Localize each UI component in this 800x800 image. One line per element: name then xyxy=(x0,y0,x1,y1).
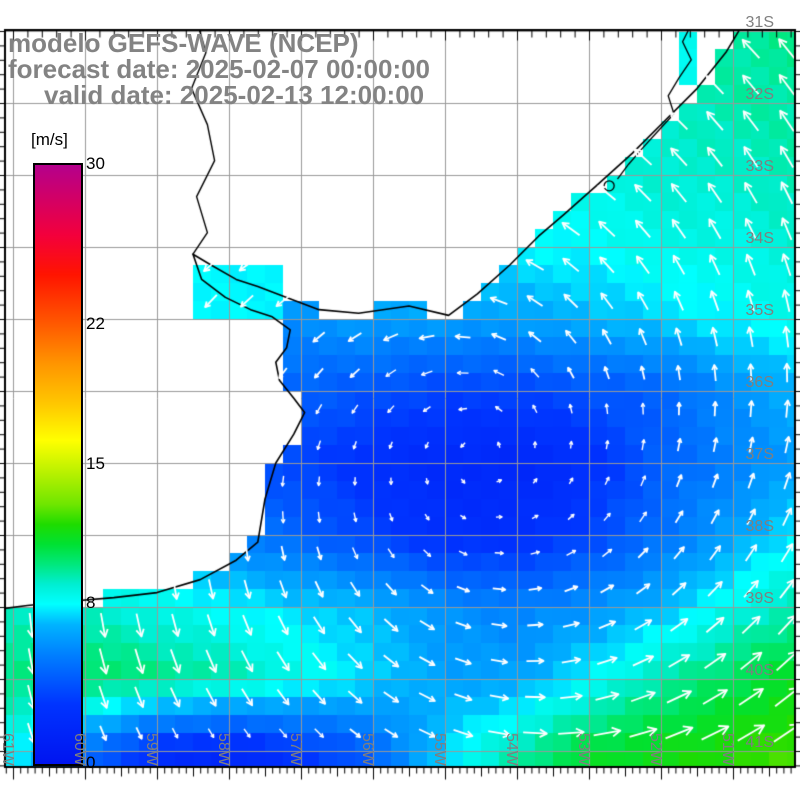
lat-axis-label: 33S xyxy=(745,158,774,175)
colorbar-tick-label: 30 xyxy=(86,154,105,173)
lat-axis-label: 39S xyxy=(745,590,774,607)
lat-axis-label: 32S xyxy=(745,86,774,103)
lat-axis-label: 36S xyxy=(745,374,774,391)
lon-axis-label: 60W xyxy=(71,733,88,766)
lon-axis-label: 55W xyxy=(431,733,448,766)
colorbar-tick-label: 22 xyxy=(86,313,105,333)
lon-axis-label: 61W xyxy=(0,733,16,766)
lon-axis-label: 52W xyxy=(647,733,664,766)
colorbar-tick-label: 8 xyxy=(86,593,96,613)
lat-axis-label: 34S xyxy=(745,230,774,247)
lat-axis-label: 41S xyxy=(745,734,774,751)
lon-axis-label: 54W xyxy=(503,733,520,766)
colorbar-tick-label: 15 xyxy=(86,453,105,473)
lon-axis-label: 57W xyxy=(287,733,304,766)
lat-axis-label: 37S xyxy=(745,446,774,463)
lat-axis-label: 35S xyxy=(745,302,774,319)
lon-axis-label: 59W xyxy=(143,733,160,766)
lat-axis-label: 40S xyxy=(745,662,774,679)
colorbar-tick-label: 0 xyxy=(86,753,96,772)
colorbar-gradient xyxy=(33,163,83,766)
lon-axis-label: 58W xyxy=(215,733,232,766)
lon-axis-label: 53W xyxy=(575,733,592,766)
lat-axis-label: 38S xyxy=(745,518,774,535)
lat-axis-label: 31S xyxy=(745,14,774,31)
colorbar-unit-label: [m/s] xyxy=(31,130,68,149)
lon-axis-label: 51W xyxy=(719,733,736,766)
lon-axis-label: 56W xyxy=(359,733,376,766)
